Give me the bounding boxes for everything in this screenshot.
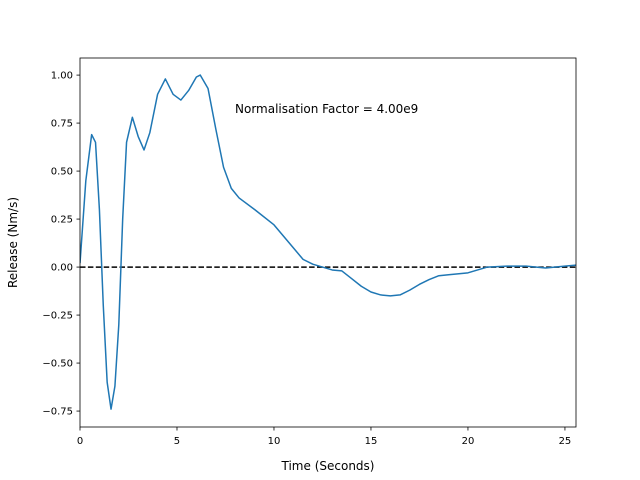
y-tick-label: 1.00 — [51, 71, 73, 82]
plot-frame — [79, 57, 577, 428]
x-axis-label: Time (Seconds) — [281, 459, 375, 473]
x-tick-label: 25 — [559, 436, 572, 447]
y-tick-label: 0.50 — [51, 167, 73, 178]
x-tick-label: 0 — [77, 436, 83, 447]
y-tick-label: −0.50 — [42, 359, 73, 370]
y-tick-label: −0.75 — [42, 407, 73, 418]
y-tick-label: 0.00 — [51, 263, 73, 274]
annotation: Normalisation Factor = 4.00e9 — [235, 102, 418, 116]
x-tick-label: 20 — [462, 436, 475, 447]
x-tick-label: 15 — [365, 436, 378, 447]
data-line — [80, 74, 576, 410]
x-tick-label: 10 — [268, 436, 281, 447]
y-tick-label: 0.25 — [51, 215, 73, 226]
y-tick-label: 0.75 — [51, 119, 73, 130]
y-axis-label: Release (Nm/s) — [6, 197, 20, 288]
x-tick-label: 5 — [174, 436, 180, 447]
y-tick-label: −0.25 — [42, 311, 73, 322]
